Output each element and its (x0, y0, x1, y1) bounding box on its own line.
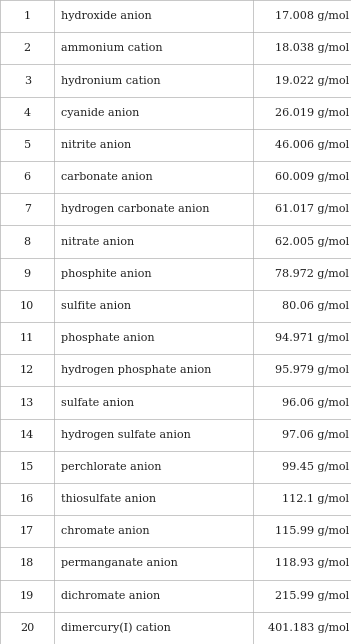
Text: cyanide anion: cyanide anion (61, 108, 140, 118)
Text: 78.972 g/mol: 78.972 g/mol (276, 269, 349, 279)
Text: 115.99 g/mol: 115.99 g/mol (275, 526, 349, 536)
Text: hydrogen carbonate anion: hydrogen carbonate anion (61, 204, 210, 214)
Text: 19: 19 (20, 591, 34, 601)
Text: thiosulfate anion: thiosulfate anion (61, 494, 157, 504)
Text: 46.006 g/mol: 46.006 g/mol (275, 140, 349, 150)
Text: 118.93 g/mol: 118.93 g/mol (275, 558, 349, 569)
Text: 8: 8 (24, 236, 31, 247)
Text: 3: 3 (24, 75, 31, 86)
Text: hydrogen sulfate anion: hydrogen sulfate anion (61, 430, 191, 440)
Text: 26.019 g/mol: 26.019 g/mol (275, 108, 349, 118)
Text: 60.009 g/mol: 60.009 g/mol (275, 172, 349, 182)
Text: dichromate anion: dichromate anion (61, 591, 161, 601)
Text: 215.99 g/mol: 215.99 g/mol (275, 591, 349, 601)
Text: sulfite anion: sulfite anion (61, 301, 132, 311)
Text: dimercury(I) cation: dimercury(I) cation (61, 623, 171, 633)
Text: 6: 6 (24, 172, 31, 182)
Text: 7: 7 (24, 204, 31, 214)
Text: 5: 5 (24, 140, 31, 150)
Text: 99.45 g/mol: 99.45 g/mol (282, 462, 349, 472)
Text: 62.005 g/mol: 62.005 g/mol (275, 236, 349, 247)
Text: permanganate anion: permanganate anion (61, 558, 178, 569)
Text: sulfate anion: sulfate anion (61, 397, 134, 408)
Text: 2: 2 (24, 43, 31, 53)
Text: 13: 13 (20, 397, 34, 408)
Text: 11: 11 (20, 333, 34, 343)
Text: hydronium cation: hydronium cation (61, 75, 161, 86)
Text: 10: 10 (20, 301, 34, 311)
Text: 14: 14 (20, 430, 34, 440)
Text: hydroxide anion: hydroxide anion (61, 11, 152, 21)
Text: phosphate anion: phosphate anion (61, 333, 155, 343)
Text: hydrogen phosphate anion: hydrogen phosphate anion (61, 365, 212, 375)
Text: 9: 9 (24, 269, 31, 279)
Text: 401.183 g/mol: 401.183 g/mol (268, 623, 349, 633)
Text: carbonate anion: carbonate anion (61, 172, 153, 182)
Text: 17: 17 (20, 526, 34, 536)
Text: 4: 4 (24, 108, 31, 118)
Text: 18: 18 (20, 558, 34, 569)
Text: 12: 12 (20, 365, 34, 375)
Text: nitrite anion: nitrite anion (61, 140, 132, 150)
Text: 80.06 g/mol: 80.06 g/mol (282, 301, 349, 311)
Text: phosphite anion: phosphite anion (61, 269, 152, 279)
Text: 15: 15 (20, 462, 34, 472)
Text: 1: 1 (24, 11, 31, 21)
Text: 20: 20 (20, 623, 34, 633)
Text: 96.06 g/mol: 96.06 g/mol (282, 397, 349, 408)
Text: chromate anion: chromate anion (61, 526, 150, 536)
Text: 95.979 g/mol: 95.979 g/mol (275, 365, 349, 375)
Text: perchlorate anion: perchlorate anion (61, 462, 162, 472)
Text: ammonium cation: ammonium cation (61, 43, 163, 53)
Text: 18.038 g/mol: 18.038 g/mol (275, 43, 349, 53)
Text: 16: 16 (20, 494, 34, 504)
Text: 97.06 g/mol: 97.06 g/mol (282, 430, 349, 440)
Text: 19.022 g/mol: 19.022 g/mol (275, 75, 349, 86)
Text: 61.017 g/mol: 61.017 g/mol (275, 204, 349, 214)
Text: 112.1 g/mol: 112.1 g/mol (282, 494, 349, 504)
Text: nitrate anion: nitrate anion (61, 236, 135, 247)
Text: 17.008 g/mol: 17.008 g/mol (275, 11, 349, 21)
Text: 94.971 g/mol: 94.971 g/mol (275, 333, 349, 343)
